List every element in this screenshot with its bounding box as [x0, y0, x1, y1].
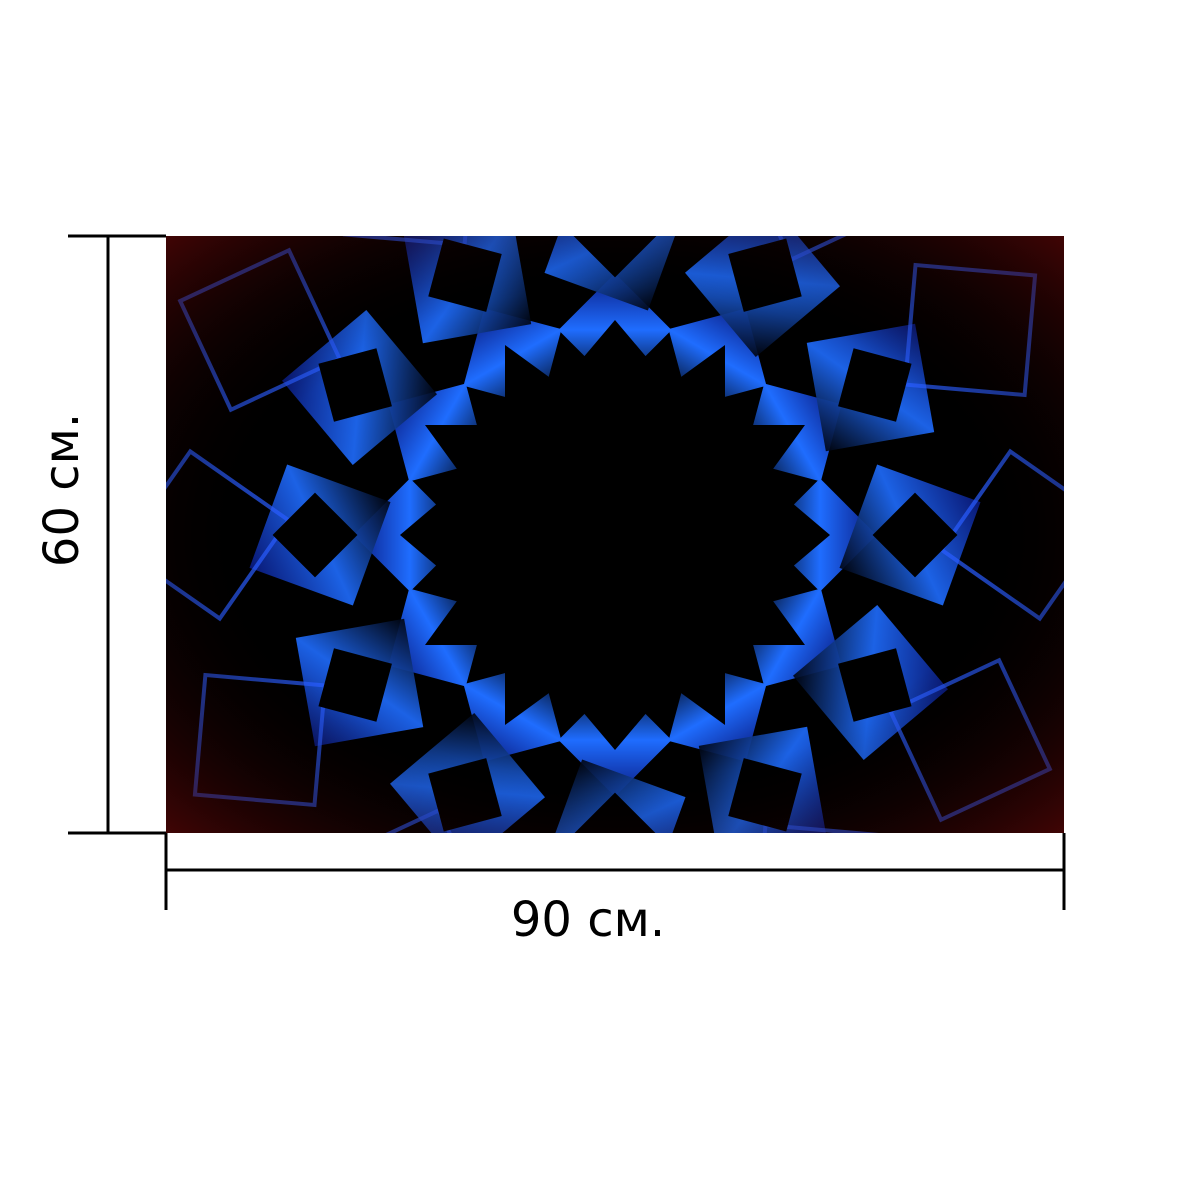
- artwork: [166, 236, 1064, 833]
- height-label: 60 см.: [34, 413, 90, 567]
- dimension-lines: [68, 234, 1066, 910]
- width-label: 90 см.: [511, 892, 665, 948]
